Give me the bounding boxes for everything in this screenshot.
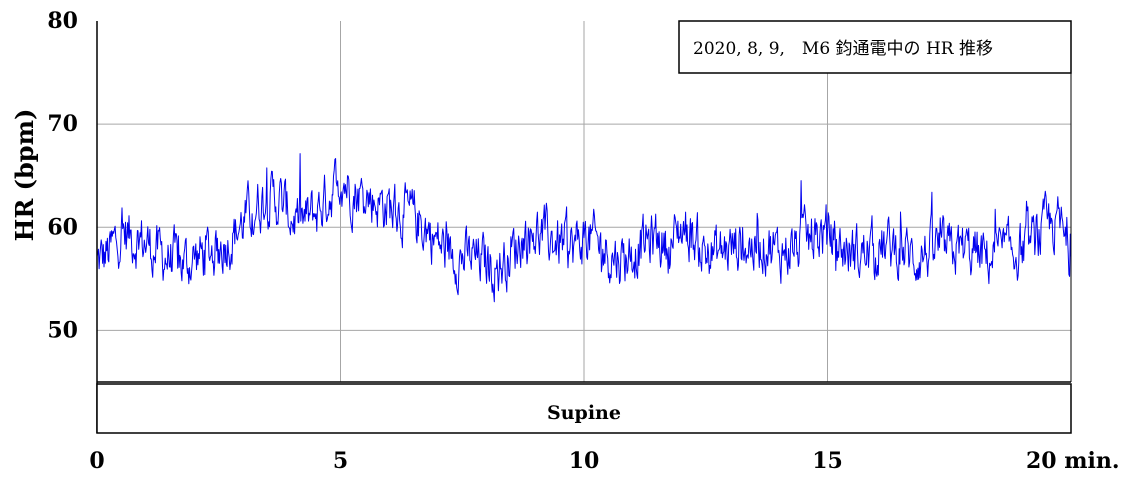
y-tick-label-60: 60 [47,214,78,240]
y-tick-label-80: 80 [47,8,78,34]
series-layer [96,153,1072,303]
series-line-0 [96,153,1072,303]
x-tick-label-0: 0 [89,448,104,474]
x-tick-label-5: 5 [333,448,348,474]
y-tick-label-50: 50 [47,317,78,343]
axes [96,21,1072,433]
chart-title: 2020, 8, 9, M6 鈞通電中の HR 推移 [693,39,993,59]
x-tick-label-10: 10 [569,448,600,474]
legend-box: 2020, 8, 9, M6 鈞通電中の HR 推移 [678,20,1072,74]
y-tick-label-70: 70 [47,111,78,137]
posture-band: Supine [96,383,1072,434]
x-tick-label-15: 15 [812,448,843,474]
y-axis-label: HR (bpm) [10,109,39,242]
x-tick-label-20: 20 min. [1026,448,1120,474]
grid-lines [97,21,1072,382]
band-box-0 [96,383,1072,434]
band-label-0: Supine [547,402,621,424]
tick-labels: 50 60 70 80 0 5 10 15 20 min. [47,8,1119,474]
